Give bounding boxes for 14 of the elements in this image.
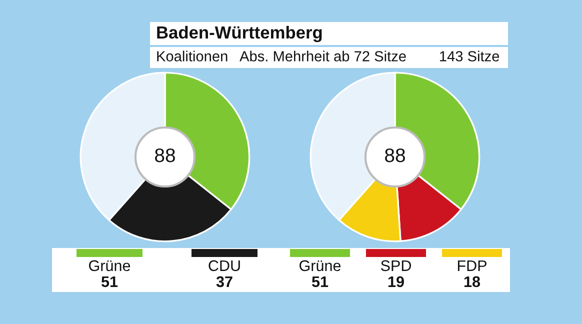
data-label: 19 xyxy=(388,276,404,288)
data-label: 51 xyxy=(101,276,118,288)
data-label: 37 xyxy=(216,276,232,288)
data-label: 51 xyxy=(312,276,328,288)
data-label: 18 xyxy=(464,276,480,288)
legend-label: Grüne xyxy=(300,260,341,272)
legend-label: CDU xyxy=(208,260,240,272)
chart-title: Baden-Württemberg xyxy=(157,26,322,42)
text: 88 xyxy=(155,148,175,162)
text: 88 xyxy=(385,148,405,162)
text: Koalitionen Abs. Mehrheit ab 72 Sitze 143 Sitze xyxy=(157,50,500,62)
legend-label: SPD xyxy=(380,260,411,272)
legend-label: Grüne xyxy=(89,260,130,272)
legend-label: FDP xyxy=(458,260,486,271)
